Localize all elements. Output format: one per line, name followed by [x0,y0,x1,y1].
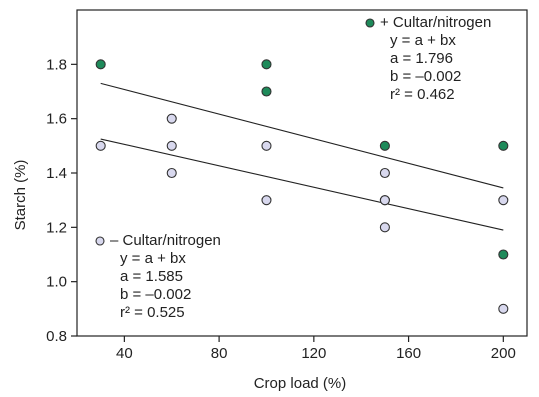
point-without-cultar [498,303,509,314]
regression-lines [100,82,504,231]
equation-line: b = –0.002 [120,286,191,303]
x-tick-label: 40 [116,345,133,362]
legend-marker [365,18,375,28]
x-axis-title: Crop load (%) [254,375,347,392]
legend-marker [95,236,105,246]
equation-line: a = 1.796 [390,50,453,67]
x-tick-label: 80 [211,345,228,362]
point-without-cultar [166,113,177,124]
point-without-cultar [166,167,177,179]
point-without-cultar [166,140,177,151]
x-tick-label: 160 [396,345,421,362]
legend-label: – Cultar/nitrogen [110,232,221,249]
y-tick-label: 1.4 [46,165,67,182]
equation-line: b = –0.002 [390,68,461,85]
equation-line: r² = 0.525 [120,304,185,321]
y-tick-label: 1.2 [46,219,67,236]
point-with-cultar [379,140,390,151]
y-tick-label: 0.8 [46,328,67,345]
point-without-cultar [261,140,272,151]
equation-line: y = a + bx [390,32,456,49]
point-with-cultar [261,86,272,97]
legend-label: + Cultar/nitrogen [380,14,491,31]
equation-line: r² = 0.462 [390,86,455,103]
point-with-cultar [498,140,509,151]
point-with-cultar [498,249,509,260]
y-tick-label: 1.6 [46,111,67,128]
point-without-cultar [498,195,509,206]
x-tick-label: 120 [301,345,326,362]
equation-line: a = 1.585 [120,268,183,285]
point-without-cultar [261,195,272,206]
y-tick-label: 1.8 [46,56,67,73]
point-without-cultar [379,222,390,233]
point-with-cultar [95,59,106,70]
equation-line: y = a + bx [120,250,186,267]
data-points [95,59,509,314]
regression-line [100,138,504,231]
point-with-cultar [261,59,272,70]
x-tick-label: 200 [491,345,516,362]
point-without-cultar [95,140,106,151]
point-without-cultar [379,167,390,179]
y-tick-label: 1.0 [46,274,67,291]
point-without-cultar [379,195,390,206]
regression-line [100,82,504,189]
y-axis-title: Starch (%) [12,160,29,231]
axes: 40 80 120 160 200 0.8 1.0 1.2 1.4 1.6 1.8 [46,9,528,362]
